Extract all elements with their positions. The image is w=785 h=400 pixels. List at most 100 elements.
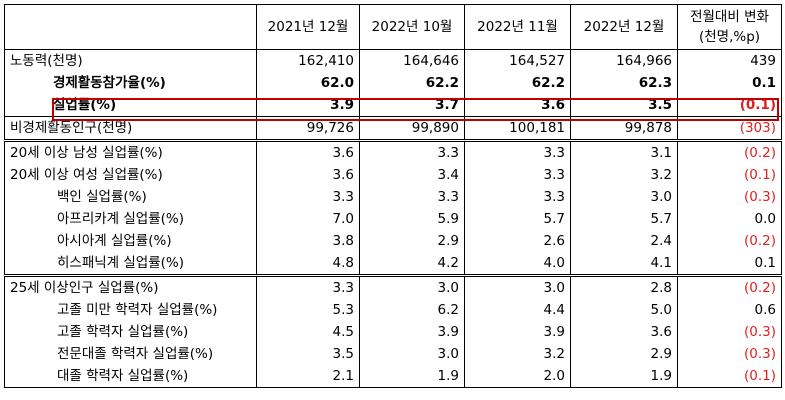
cell-value: 162,410 bbox=[256, 49, 360, 72]
header-mom-change: 전월대비 변화 (천명,%p) bbox=[677, 4, 782, 50]
row-label: 고졸 학력자 실업률(%) bbox=[4, 321, 257, 343]
cell-value: 3.2 bbox=[464, 343, 571, 365]
cell-value: 3.0 bbox=[464, 274, 571, 299]
row-label: 25세 이상인구 실업률(%) bbox=[4, 274, 257, 299]
cell-value: 3.0 bbox=[359, 343, 465, 365]
cell-value: 3.3 bbox=[464, 164, 571, 186]
cell-change: (0.3) bbox=[677, 343, 782, 365]
row-label: 전문대졸 학력자 실업률(%) bbox=[4, 343, 257, 365]
cell-value: 3.4 bbox=[359, 164, 465, 186]
cell-value: 2.9 bbox=[359, 230, 465, 252]
cell-change: (0.3) bbox=[677, 186, 782, 208]
cell-value: 5.9 bbox=[359, 208, 465, 230]
row-label: 노동력(천명) bbox=[4, 49, 257, 72]
row-label: 아시아계 실업률(%) bbox=[4, 230, 257, 252]
cell-value: 2.8 bbox=[570, 274, 678, 299]
row-label: 대졸 학력자 실업률(%) bbox=[4, 365, 257, 388]
cell-value: 2.6 bbox=[464, 230, 571, 252]
cell-value: 2.4 bbox=[570, 230, 678, 252]
cell-change: (0.2) bbox=[677, 274, 782, 299]
cell-value: 100,181 bbox=[464, 116, 571, 141]
table-row: 백인 실업률(%) 3.3 3.3 3.3 3.0 (0.3) bbox=[4, 186, 782, 208]
row-label: 경제활동참가율(%) bbox=[4, 72, 257, 94]
table-row: 히스패닉계 실업률(%) 4.8 4.2 4.0 4.1 0.1 bbox=[4, 252, 782, 276]
cell-value: 4.2 bbox=[359, 252, 465, 276]
labor-statistics-table: 2021년 12월 2022년 10월 2022년 11월 2022년 12월 … bbox=[4, 4, 782, 388]
cell-value: 6.2 bbox=[359, 299, 465, 321]
cell-value: 3.3 bbox=[256, 186, 360, 208]
cell-change: (0.2) bbox=[677, 230, 782, 252]
cell-value: 3.2 bbox=[570, 164, 678, 186]
row-label: 백인 실업률(%) bbox=[4, 186, 257, 208]
row-label: 히스패닉계 실업률(%) bbox=[4, 252, 257, 276]
cell-value: 3.6 bbox=[256, 139, 360, 164]
cell-value: 1.9 bbox=[570, 365, 678, 388]
cell-value: 62.0 bbox=[256, 72, 360, 94]
cell-value: 3.9 bbox=[359, 321, 465, 343]
table-row: 25세 이상인구 실업률(%) 3.3 3.0 3.0 2.8 (0.2) bbox=[4, 274, 782, 299]
row-label: 비경제활동인구(천명) bbox=[4, 116, 257, 141]
cell-value: 5.7 bbox=[464, 208, 571, 230]
cell-change: 0.0 bbox=[677, 208, 782, 230]
cell-value: 3.0 bbox=[570, 186, 678, 208]
cell-value: 99,726 bbox=[256, 116, 360, 141]
header-row: 2021년 12월 2022년 10월 2022년 11월 2022년 12월 … bbox=[4, 4, 782, 50]
row-label: 20세 이상 여성 실업률(%) bbox=[4, 164, 257, 186]
table-row: 전문대졸 학력자 실업률(%) 3.5 3.0 3.2 2.9 (0.3) bbox=[4, 343, 782, 365]
cell-change: (0.1) bbox=[677, 164, 782, 186]
table-container: 2021년 12월 2022년 10월 2022년 11월 2022년 12월 … bbox=[4, 4, 782, 396]
cell-value: 99,878 bbox=[570, 116, 678, 141]
table-row: 20세 이상 여성 실업률(%) 3.6 3.4 3.3 3.2 (0.1) bbox=[4, 164, 782, 186]
header-dec-2022: 2022년 12월 bbox=[570, 4, 678, 50]
cell-value: 5.0 bbox=[570, 299, 678, 321]
cell-value: 164,646 bbox=[359, 49, 465, 72]
cell-value: 2.1 bbox=[256, 365, 360, 388]
cell-value: 5.3 bbox=[256, 299, 360, 321]
cell-change: (0.1) bbox=[677, 94, 782, 117]
cell-change: 0.6 bbox=[677, 299, 782, 321]
cell-change: (0.1) bbox=[677, 365, 782, 388]
cell-change: 0.1 bbox=[677, 252, 782, 276]
cell-value: 4.0 bbox=[464, 252, 571, 276]
cell-value: 4.1 bbox=[570, 252, 678, 276]
cell-value: 3.0 bbox=[359, 274, 465, 299]
table-row: 고졸 미만 학력자 실업률(%) 5.3 6.2 4.4 5.0 0.6 bbox=[4, 299, 782, 321]
cell-value: 3.3 bbox=[464, 139, 571, 164]
cell-value: 2.0 bbox=[464, 365, 571, 388]
table-row: 경제활동참가율(%) 62.0 62.2 62.2 62.3 0.1 bbox=[4, 72, 782, 94]
cell-value: 62.2 bbox=[359, 72, 465, 94]
row-label: 20세 이상 남성 실업률(%) bbox=[4, 139, 257, 164]
cell-value: 3.8 bbox=[256, 230, 360, 252]
cell-value: 3.6 bbox=[464, 94, 571, 117]
cell-value: 3.3 bbox=[359, 186, 465, 208]
table-row: 노동력(천명) 162,410 164,646 164,527 164,966 … bbox=[4, 49, 782, 72]
cell-value: 3.3 bbox=[464, 186, 571, 208]
table-row: 아시아계 실업률(%) 3.8 2.9 2.6 2.4 (0.2) bbox=[4, 230, 782, 252]
header-dec-2021: 2021년 12월 bbox=[256, 4, 360, 50]
header-nov-2022: 2022년 11월 bbox=[464, 4, 571, 50]
cell-value: 3.5 bbox=[256, 343, 360, 365]
cell-change: 0.1 bbox=[677, 72, 782, 94]
table-row: 비경제활동인구(천명) 99,726 99,890 100,181 99,878… bbox=[4, 116, 782, 141]
table-row: 대졸 학력자 실업률(%) 2.1 1.9 2.0 1.9 (0.1) bbox=[4, 365, 782, 388]
table-row: 아프리카계 실업률(%) 7.0 5.9 5.7 5.7 0.0 bbox=[4, 208, 782, 230]
cell-value: 3.6 bbox=[570, 321, 678, 343]
cell-change: (0.2) bbox=[677, 139, 782, 164]
cell-value: 4.5 bbox=[256, 321, 360, 343]
cell-value: 99,890 bbox=[359, 116, 465, 141]
cell-value: 3.5 bbox=[570, 94, 678, 117]
row-label: 고졸 미만 학력자 실업률(%) bbox=[4, 299, 257, 321]
cell-value: 3.3 bbox=[359, 139, 465, 164]
table-row: 고졸 학력자 실업률(%) 4.5 3.9 3.9 3.6 (0.3) bbox=[4, 321, 782, 343]
cell-value: 3.6 bbox=[256, 164, 360, 186]
cell-value: 2.9 bbox=[570, 343, 678, 365]
header-blank bbox=[4, 4, 257, 50]
cell-value: 62.2 bbox=[464, 72, 571, 94]
cell-value: 3.3 bbox=[256, 274, 360, 299]
table-row-unemployment-highlight: 실업률(%) 3.9 3.7 3.6 3.5 (0.1) bbox=[4, 94, 782, 117]
header-oct-2022: 2022년 10월 bbox=[359, 4, 465, 50]
cell-value: 3.9 bbox=[256, 94, 360, 117]
cell-value: 62.3 bbox=[570, 72, 678, 94]
cell-change: 439 bbox=[677, 49, 782, 72]
cell-value: 4.4 bbox=[464, 299, 571, 321]
